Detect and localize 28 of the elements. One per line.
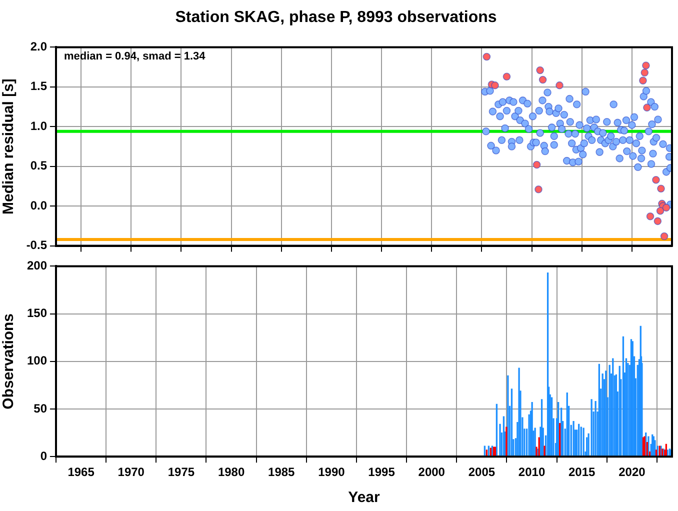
chart-title: Station SKAG, phase P, 8993 observations xyxy=(175,9,497,26)
y-tick-label: 100 xyxy=(26,354,48,368)
x-tick-label: 1980 xyxy=(218,465,245,480)
y-tick-label: 2.0 xyxy=(30,40,48,54)
annotation: median = 0.94, smad = 1.34 xyxy=(64,50,206,63)
x-tick-label: 1990 xyxy=(318,465,346,480)
x-tick-label: 2005 xyxy=(468,465,496,480)
x-tick-label: 2010 xyxy=(518,465,546,480)
y-tick-label: 1.0 xyxy=(30,118,48,133)
y-tick-label: 200 xyxy=(26,258,48,273)
x-tick-label: 2015 xyxy=(568,465,596,480)
x-tick-label: 2020 xyxy=(618,465,646,480)
x-tick-label: 1975 xyxy=(168,465,195,480)
y-tick-label: -0.5 xyxy=(26,238,48,252)
x-tick-label: 1995 xyxy=(368,465,396,480)
y-tick-label: 0.5 xyxy=(30,158,48,173)
x-tick-label: 1970 xyxy=(118,465,145,480)
y-tick-label: 0 xyxy=(40,448,48,463)
x-axis-title: Year xyxy=(348,489,380,506)
x-tick-label: 2000 xyxy=(418,465,446,480)
y-axis-title: Observations xyxy=(0,313,18,410)
x-tick-label: 1965 xyxy=(68,465,95,480)
y-tick-label: 50 xyxy=(34,401,48,416)
y-tick-label: 1.5 xyxy=(30,79,48,94)
x-tick-label: 1985 xyxy=(268,465,296,480)
y-axis-title: Median residual [s] xyxy=(0,78,18,214)
y-tick-label: 0.0 xyxy=(30,198,48,212)
y-tick-label: 150 xyxy=(26,306,48,320)
